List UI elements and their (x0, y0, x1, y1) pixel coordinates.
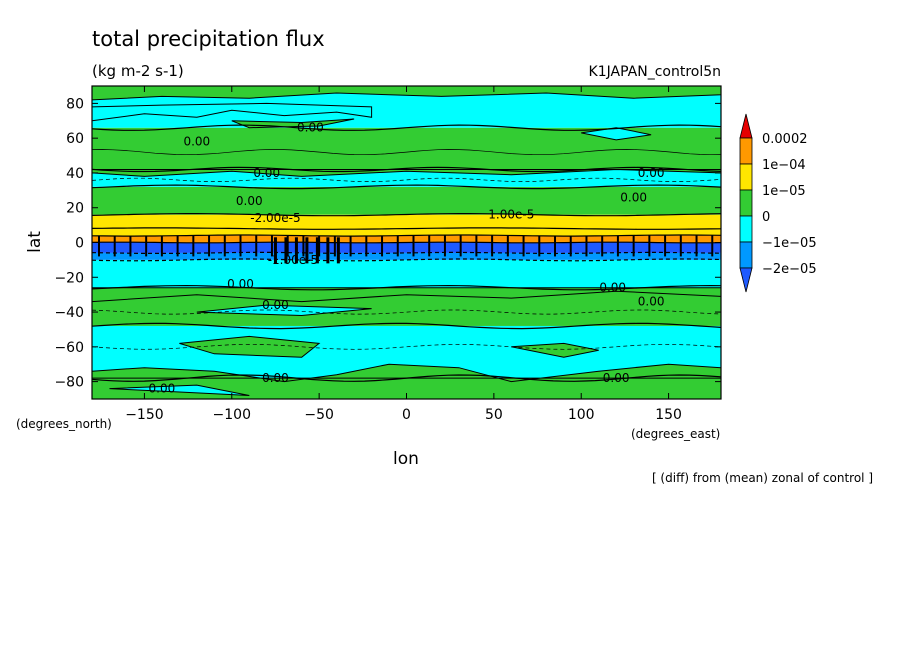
colorbar-swatch-1 (739, 137, 753, 165)
colorbar-swatch-6 (739, 267, 753, 293)
x-tick-label: −100 (213, 407, 251, 423)
colorbar-swatch-5 (739, 241, 753, 269)
contour-band-8 (92, 186, 721, 215)
contour-line-0 (92, 124, 721, 131)
contour-label-0: 0.00 (183, 135, 210, 149)
contour-patch-6 (92, 364, 721, 382)
x-tick-label: 150 (655, 407, 682, 423)
y-tick-label: −60 (54, 340, 84, 356)
contour-patch-0 (92, 103, 372, 121)
contour-label-2: 0.00 (253, 166, 280, 180)
colorbar-label-4: −1e−05 (762, 236, 817, 251)
y-tick-label: 80 (66, 96, 84, 112)
contour-label-7: 1.00e-5 (488, 208, 534, 222)
contour-patch-outline-8 (92, 287, 721, 303)
x-tick-label: 50 (485, 407, 503, 423)
chart-title: total precipitation flux (92, 27, 325, 51)
contour-label-4: 0.00 (638, 166, 665, 180)
contour-patch-4 (179, 336, 320, 358)
contour-label-11: 0.00 (638, 295, 665, 309)
contour-band-5 (92, 242, 721, 253)
plot-area: 0.00 0.00 0.00 0.00 0.00 0.00 -2.00e-5 1.00e-5 -… (92, 86, 721, 399)
contour-lines (92, 86, 721, 396)
contour-patch-outline-10 (92, 168, 721, 177)
run-id-label: K1JAPAN_control5n (589, 64, 721, 80)
contour-label-5: 0.00 (620, 190, 647, 204)
colorbar-label-5: −2e−05 (762, 262, 817, 277)
contour-patch-outline-9 (196, 304, 372, 317)
contour-fills (92, 86, 721, 399)
y-axis: −80 −60 −40 −20 0 20 40 60 80 (54, 96, 721, 391)
y-units-label: (degrees_north) (16, 417, 112, 431)
contour-label-13: 0.00 (262, 371, 289, 385)
contour-band-7 (92, 214, 721, 236)
y-tick-label: 60 (66, 131, 84, 147)
colorbar-label-0: 0.0002 (762, 132, 808, 147)
colorbar-label-1: 1e−04 (762, 158, 806, 173)
y-tick-label: 0 (75, 236, 84, 252)
diff-note: [ (diff) from (mean) zonal of control ] (652, 471, 873, 485)
contour-line-13 (92, 149, 721, 156)
contour-patch-5 (511, 343, 599, 358)
colorbar-label-2: 1e−05 (762, 184, 806, 199)
colorbar-label-3: 0 (762, 210, 770, 225)
contour-band-3 (92, 259, 721, 288)
colorbar-swatch-3 (739, 189, 753, 217)
contour-band-9 (92, 169, 721, 187)
colorbar: 0.0002 1e−04 1e−05 0 −1e−05 −2e−05 (739, 113, 817, 293)
x-axis: −150 −100 −50 0 50 100 150 (125, 86, 682, 423)
contour-label-8: -1.00e-5 (268, 253, 318, 267)
contour-label-12: 0.00 (262, 298, 289, 312)
contour-patch-outline-3 (581, 127, 652, 141)
contour-label-3: 0.00 (236, 194, 263, 208)
x-axis-label: lon (393, 449, 419, 469)
x-tick-label: −150 (125, 407, 163, 423)
contour-band-4 (92, 252, 721, 260)
contour-patch-outline-7 (109, 384, 250, 396)
contour-label-15: 0.00 (603, 371, 630, 385)
equatorial-spikes (97, 235, 714, 264)
contour-line-6 (92, 241, 721, 244)
contour-label-1: 0.00 (297, 121, 324, 135)
contour-patch-outline-5 (511, 342, 599, 358)
x-units-label: (degrees_east) (631, 427, 720, 441)
colorbar-swatch-4 (739, 215, 753, 243)
contour-line-4 (92, 227, 721, 230)
contour-labels: 0.00 0.00 0.00 0.00 0.00 0.00 -2.00e-5 1.00e-5 -… (149, 121, 665, 396)
y-tick-label: −80 (54, 375, 84, 391)
contour-patch-outline-0 (92, 102, 373, 122)
x-tick-label: −50 (304, 407, 334, 423)
contour-label-9: 0.00 (227, 277, 254, 291)
chart-units: (kg m-2 s-1) (92, 62, 184, 80)
y-tick-label: −40 (54, 305, 84, 321)
contour-line-9 (92, 284, 721, 291)
y-tick-label: −20 (54, 270, 84, 286)
contour-band-6 (92, 235, 721, 243)
contour-label-14: 0.00 (149, 382, 176, 396)
y-tick-label: 40 (66, 166, 84, 182)
y-axis-label: lat (25, 231, 45, 253)
contour-line-10 (92, 322, 721, 330)
contour-label-6: -2.00e-5 (250, 211, 300, 225)
contour-line-2 (92, 184, 721, 190)
contour-patch-outline-1 (92, 86, 721, 101)
y-tick-label: 20 (66, 201, 84, 217)
colorbar-swatch-0 (739, 113, 753, 139)
x-tick-label: 0 (402, 407, 411, 423)
contour-line-3 (92, 213, 721, 217)
contour-line-5 (92, 234, 721, 237)
colorbar-swatch-2 (739, 163, 753, 191)
contour-patch-outline-2 (231, 118, 355, 129)
contour-patch-outline-6 (92, 363, 721, 383)
contour-patch-1 (92, 86, 721, 100)
contour-patch-outline-4 (179, 335, 321, 358)
contour-patch-7 (109, 385, 250, 396)
contour-band-0 (92, 378, 721, 399)
contour-label-10: 0.00 (599, 281, 626, 295)
x-tick-label: 100 (568, 407, 595, 423)
